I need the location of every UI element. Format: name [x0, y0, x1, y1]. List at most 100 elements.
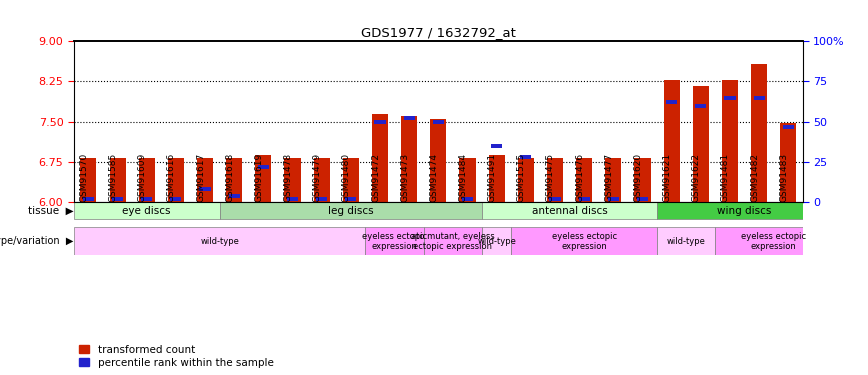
Bar: [112, 197, 123, 201]
Bar: [715, 227, 832, 255]
Bar: [657, 227, 715, 255]
Text: wild-type: wild-type: [201, 237, 239, 246]
Text: GSM91618: GSM91618: [225, 153, 234, 202]
Text: GSM91609: GSM91609: [138, 153, 147, 202]
Bar: [404, 117, 415, 120]
Text: wild-type: wild-type: [477, 237, 516, 246]
Text: GSM91585: GSM91585: [108, 153, 117, 202]
Bar: [170, 197, 181, 201]
Text: GSM91477: GSM91477: [604, 153, 614, 202]
Bar: [608, 197, 619, 201]
Text: GSM91491: GSM91491: [488, 153, 496, 202]
Bar: [374, 120, 385, 124]
Bar: [462, 197, 473, 201]
Text: GSM91481: GSM91481: [721, 153, 730, 202]
Bar: [168, 158, 184, 202]
Bar: [783, 124, 794, 129]
Text: eyeless ectopic
expression: eyeless ectopic expression: [362, 231, 427, 251]
Bar: [753, 96, 765, 100]
Bar: [579, 197, 589, 201]
Bar: [482, 202, 657, 219]
Text: ato mutant, eyeless
ectopic expression: ato mutant, eyeless ectopic expression: [411, 231, 495, 251]
Text: wing discs: wing discs: [717, 206, 772, 216]
Bar: [316, 197, 327, 201]
Text: GSM91475: GSM91475: [546, 153, 555, 202]
Bar: [74, 227, 365, 255]
Bar: [81, 158, 96, 202]
Bar: [431, 119, 446, 202]
Bar: [511, 227, 657, 255]
Bar: [722, 80, 738, 202]
Bar: [424, 227, 482, 255]
Text: GSM91472: GSM91472: [371, 153, 380, 202]
Bar: [365, 227, 424, 255]
Bar: [74, 202, 220, 219]
Bar: [491, 144, 503, 148]
Text: GSM91484: GSM91484: [458, 153, 468, 202]
Text: GSM91620: GSM91620: [634, 153, 642, 202]
Bar: [313, 158, 330, 202]
Bar: [518, 158, 534, 202]
Bar: [287, 197, 298, 201]
Text: GSM91619: GSM91619: [254, 153, 263, 202]
Bar: [200, 187, 211, 191]
Bar: [343, 158, 358, 202]
Text: GSM91479: GSM91479: [312, 153, 322, 202]
Bar: [433, 120, 444, 124]
Text: GSM91473: GSM91473: [400, 153, 409, 202]
Bar: [139, 158, 155, 202]
Bar: [345, 197, 357, 201]
Bar: [82, 197, 94, 201]
Bar: [657, 202, 832, 219]
Bar: [285, 158, 300, 202]
Bar: [197, 158, 213, 202]
Bar: [637, 197, 648, 201]
Bar: [725, 96, 735, 100]
Title: GDS1977 / 1632792_at: GDS1977 / 1632792_at: [361, 26, 516, 39]
Bar: [666, 100, 677, 104]
Bar: [489, 156, 504, 202]
Bar: [576, 158, 592, 202]
Text: GSM91478: GSM91478: [284, 153, 293, 202]
Text: GSM91474: GSM91474: [430, 153, 438, 202]
Text: GSM91483: GSM91483: [779, 153, 788, 202]
Bar: [751, 64, 767, 202]
Text: leg discs: leg discs: [328, 206, 373, 216]
Text: GSM91617: GSM91617: [196, 153, 205, 202]
Bar: [520, 155, 531, 159]
Text: GSM91480: GSM91480: [342, 153, 351, 202]
Bar: [695, 104, 707, 108]
Text: GSM91482: GSM91482: [750, 153, 760, 202]
Text: GSM91621: GSM91621: [662, 153, 672, 202]
Bar: [228, 194, 240, 198]
Bar: [664, 80, 680, 202]
Bar: [693, 86, 709, 202]
Bar: [780, 123, 796, 202]
Text: GSM91622: GSM91622: [692, 153, 700, 202]
Text: tissue  ▶: tissue ▶: [28, 206, 74, 216]
Bar: [372, 114, 388, 202]
Text: GSM91515: GSM91515: [516, 153, 526, 202]
Legend: transformed count, percentile rank within the sample: transformed count, percentile rank withi…: [79, 345, 273, 368]
Text: eyeless ectopic
expression: eyeless ectopic expression: [551, 231, 617, 251]
Text: GSM91616: GSM91616: [167, 153, 176, 202]
Bar: [258, 165, 269, 169]
Text: GSM91570: GSM91570: [79, 153, 89, 202]
Bar: [401, 116, 418, 202]
Bar: [547, 158, 563, 202]
Bar: [635, 158, 650, 202]
Bar: [605, 158, 621, 202]
Bar: [227, 158, 242, 202]
Text: wild-type: wild-type: [667, 237, 706, 246]
Text: antennal discs: antennal discs: [532, 206, 608, 216]
Text: eye discs: eye discs: [122, 206, 171, 216]
Text: GSM91476: GSM91476: [575, 153, 584, 202]
Text: genotype/variation  ▶: genotype/variation ▶: [0, 236, 74, 246]
Bar: [141, 197, 152, 201]
Bar: [482, 227, 511, 255]
Bar: [220, 202, 482, 219]
Bar: [549, 197, 561, 201]
Text: eyeless ectopic
expression: eyeless ectopic expression: [741, 231, 806, 251]
Bar: [255, 156, 272, 202]
Bar: [459, 158, 476, 202]
